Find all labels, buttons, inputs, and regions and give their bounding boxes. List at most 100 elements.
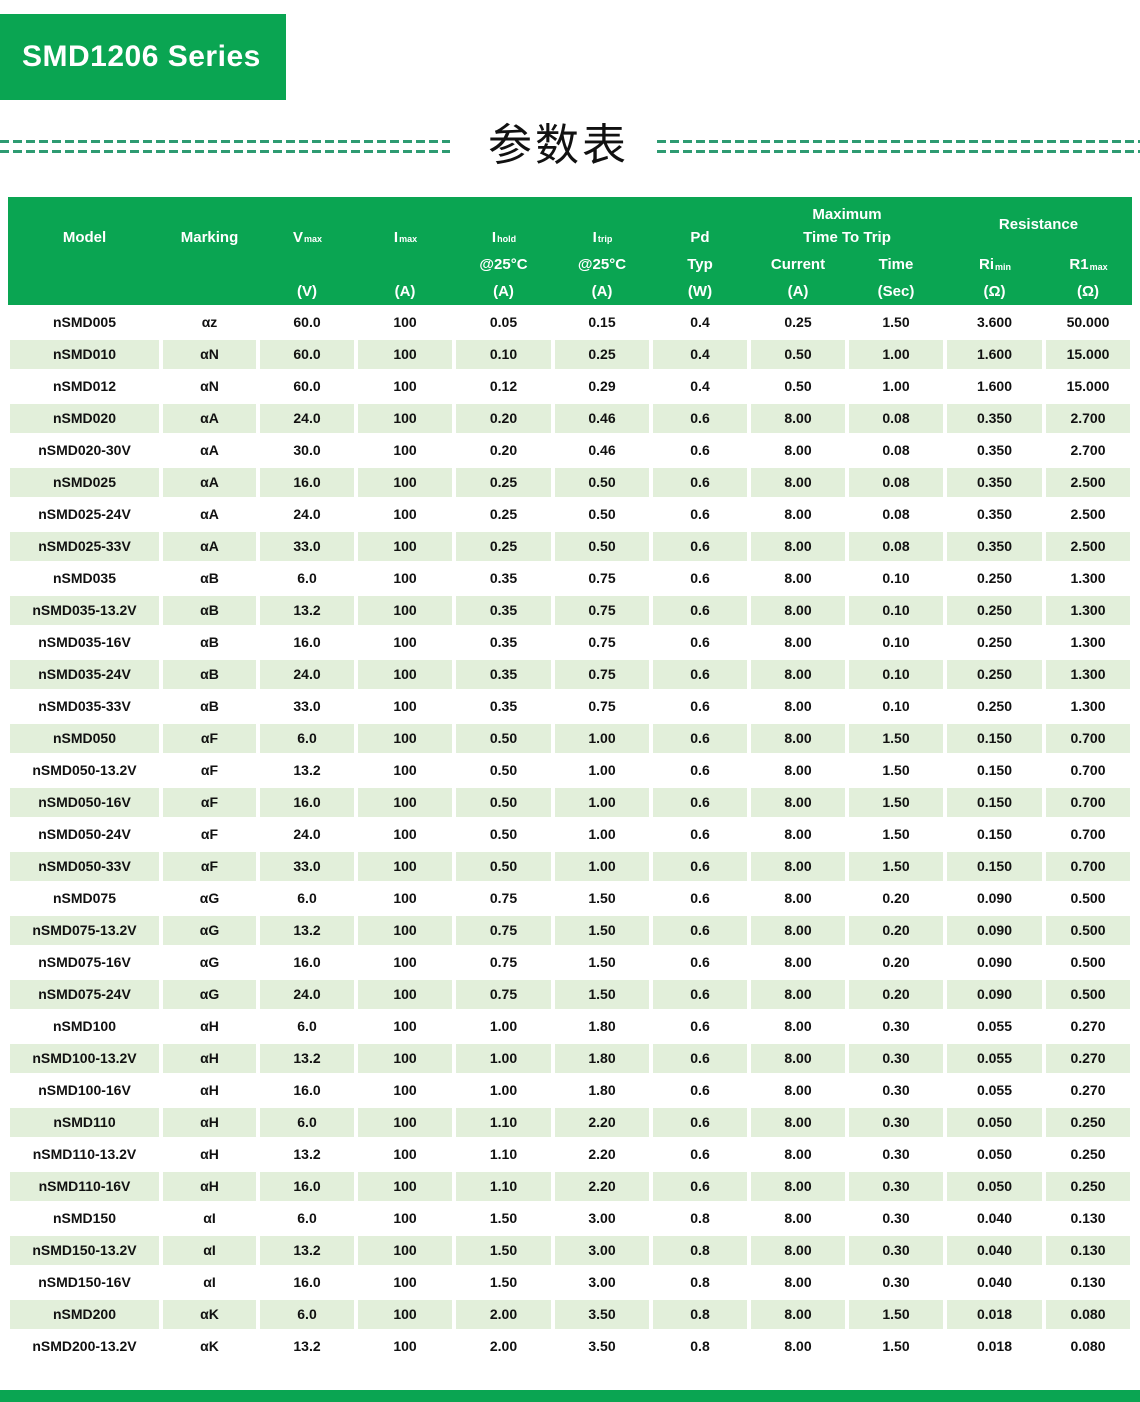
cell-current: 8.00 xyxy=(749,1268,847,1297)
cell-imax: 100 xyxy=(356,1268,454,1297)
cell-pd: 0.6 xyxy=(651,692,749,721)
cell-rimin: 0.150 xyxy=(945,820,1044,849)
cell-r1max: 0.500 xyxy=(1044,884,1132,913)
cell-pd: 0.6 xyxy=(651,980,749,1009)
header-pd: Pd xyxy=(690,228,710,246)
cell-rimin: 0.055 xyxy=(945,1076,1044,1105)
cell-r1max: 0.500 xyxy=(1044,916,1132,945)
cell-vmax: 33.0 xyxy=(258,852,356,881)
cell-r1max: 0.250 xyxy=(1044,1108,1132,1137)
header-current: Current xyxy=(770,256,826,273)
cell-ihold: 0.10 xyxy=(454,340,553,369)
cell-marking: αK xyxy=(161,1300,258,1329)
cell-marking: αF xyxy=(161,852,258,881)
cell-vmax: 6.0 xyxy=(258,1012,356,1041)
cell-marking: αG xyxy=(161,916,258,945)
table-row: nSMD100-13.2V αH 13.2 100 1.00 1.80 0.6 8.00 0.3… xyxy=(8,1044,1132,1073)
cell-pd: 0.6 xyxy=(651,820,749,849)
cell-time: 1.50 xyxy=(847,308,945,337)
cell-ihold: 0.50 xyxy=(454,788,553,817)
cell-itrip: 3.50 xyxy=(553,1300,651,1329)
header-itrip-unit: (A) xyxy=(591,283,613,300)
cell-rimin: 0.250 xyxy=(945,660,1044,689)
table-row: nSMD150-16V αI 16.0 100 1.50 3.00 0.8 8.00 0.30 0… xyxy=(8,1268,1132,1297)
cell-model: nSMD050 xyxy=(8,724,161,753)
cell-rimin: 0.250 xyxy=(945,692,1044,721)
cell-current: 8.00 xyxy=(749,884,847,913)
cell-imax: 100 xyxy=(356,916,454,945)
cell-ihold: 0.20 xyxy=(454,436,553,465)
cell-r1max: 2.500 xyxy=(1044,532,1132,561)
header-current-unit: (A) xyxy=(787,283,809,300)
cell-r1max: 1.300 xyxy=(1044,628,1132,657)
cell-model: nSMD110-13.2V xyxy=(8,1140,161,1169)
cell-vmax: 24.0 xyxy=(258,500,356,529)
cell-model: nSMD035-33V xyxy=(8,692,161,721)
cell-r1max: 2.700 xyxy=(1044,436,1132,465)
cell-ihold: 1.00 xyxy=(454,1076,553,1105)
cell-current: 8.00 xyxy=(749,724,847,753)
table-row: nSMD075 αG 6.0 100 0.75 1.50 0.6 8.00 0.20 0.090 0… xyxy=(8,884,1132,913)
table-row: nSMD050-13.2V αF 13.2 100 0.50 1.00 0.6 8.00 1.5… xyxy=(8,756,1132,785)
cell-current: 8.00 xyxy=(749,660,847,689)
cell-vmax: 13.2 xyxy=(258,756,356,785)
cell-model: nSMD050-13.2V xyxy=(8,756,161,785)
cell-marking: αH xyxy=(161,1108,258,1137)
cell-ihold: 0.12 xyxy=(454,372,553,401)
cell-imax: 100 xyxy=(356,660,454,689)
cell-time: 0.08 xyxy=(847,436,945,465)
cell-r1max: 0.270 xyxy=(1044,1044,1132,1073)
cell-r1max: 0.700 xyxy=(1044,756,1132,785)
cell-current: 8.00 xyxy=(749,1076,847,1105)
cell-model: nSMD110-16V xyxy=(8,1172,161,1201)
cell-current: 0.50 xyxy=(749,340,847,369)
cell-imax: 100 xyxy=(356,372,454,401)
cell-time: 0.30 xyxy=(847,1012,945,1041)
cell-model: nSMD010 xyxy=(8,340,161,369)
cell-vmax: 16.0 xyxy=(258,1076,356,1105)
cell-vmax: 24.0 xyxy=(258,820,356,849)
table-row: nSMD100 αH 6.0 100 1.00 1.80 0.6 8.00 0.30 0.055 0… xyxy=(8,1012,1132,1041)
cell-pd: 0.6 xyxy=(651,1140,749,1169)
cell-r1max: 0.700 xyxy=(1044,788,1132,817)
cell-imax: 100 xyxy=(356,756,454,785)
cell-itrip: 3.00 xyxy=(553,1236,651,1265)
cell-r1max: 0.250 xyxy=(1044,1140,1132,1169)
cell-r1max: 0.700 xyxy=(1044,724,1132,753)
cell-r1max: 0.270 xyxy=(1044,1012,1132,1041)
table-row: nSMD050-16V αF 16.0 100 0.50 1.00 0.6 8.00 1.50 0… xyxy=(8,788,1132,817)
cell-current: 8.00 xyxy=(749,692,847,721)
cell-time: 0.20 xyxy=(847,884,945,913)
cell-marking: αI xyxy=(161,1236,258,1265)
header-trip-group-line1: Maximum xyxy=(812,206,882,223)
cell-pd: 0.6 xyxy=(651,852,749,881)
cell-vmax: 16.0 xyxy=(258,788,356,817)
cell-time: 0.08 xyxy=(847,468,945,497)
cell-current: 8.00 xyxy=(749,1108,847,1137)
cell-marking: αF xyxy=(161,820,258,849)
cell-model: nSMD150 xyxy=(8,1204,161,1233)
cell-current: 8.00 xyxy=(749,852,847,881)
cell-imax: 100 xyxy=(356,724,454,753)
cell-rimin: 0.350 xyxy=(945,468,1044,497)
header-r1max-unit: (Ω) xyxy=(1076,283,1100,300)
cell-time: 0.30 xyxy=(847,1268,945,1297)
table-row: nSMD050-33V αF 33.0 100 0.50 1.00 0.6 8.00 1.50 0… xyxy=(8,852,1132,881)
cell-r1max: 50.000 xyxy=(1044,308,1132,337)
header-rimin: Ri min xyxy=(978,256,1011,273)
cell-model: nSMD025 xyxy=(8,468,161,497)
cell-r1max: 1.300 xyxy=(1044,660,1132,689)
cell-current: 8.00 xyxy=(749,436,847,465)
cell-r1max: 0.250 xyxy=(1044,1172,1132,1201)
cell-pd: 0.6 xyxy=(651,404,749,433)
cell-itrip: 3.00 xyxy=(553,1268,651,1297)
cell-pd: 0.6 xyxy=(651,1076,749,1105)
cell-r1max: 0.130 xyxy=(1044,1204,1132,1233)
divider-dashes-left xyxy=(0,139,450,153)
cell-pd: 0.6 xyxy=(651,884,749,913)
cell-itrip: 0.50 xyxy=(553,500,651,529)
cell-time: 0.10 xyxy=(847,660,945,689)
cell-current: 8.00 xyxy=(749,1140,847,1169)
